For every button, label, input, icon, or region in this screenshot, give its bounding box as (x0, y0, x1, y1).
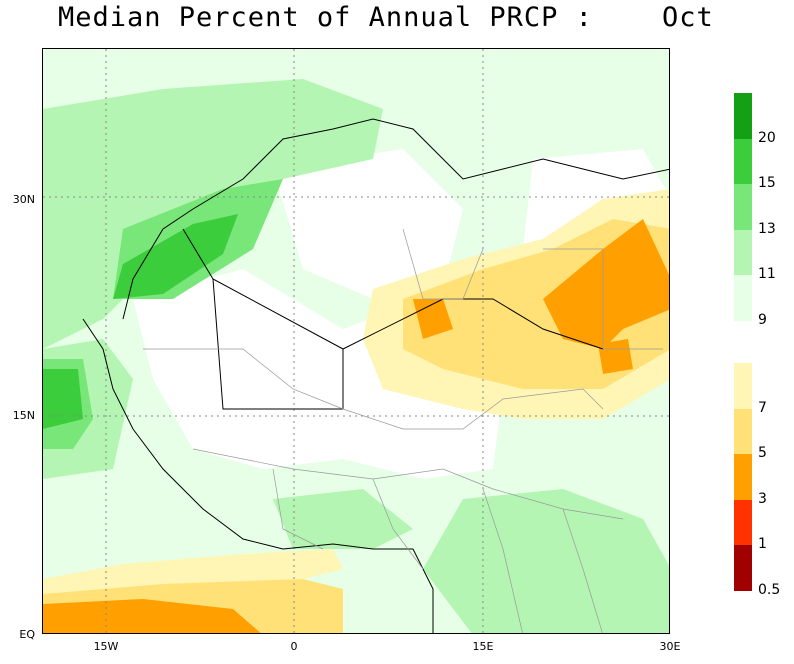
legend-label: 9 (758, 311, 767, 328)
legend-swatch (734, 184, 752, 230)
lon-tick-label: 0 (290, 640, 298, 653)
green-band-south-east (423, 489, 669, 633)
legend-label: 13 (758, 220, 776, 237)
legend-swatch (734, 138, 752, 184)
lat-tick-label: 30N (12, 193, 35, 206)
orange-3-region (543, 219, 669, 349)
lon-tick-label: 15E (472, 640, 494, 653)
precipitation-map (42, 48, 670, 634)
green-15-atlas (113, 214, 238, 299)
lat-tick-label: EQ (19, 628, 35, 641)
legend-swatch (734, 229, 752, 275)
lat-tick-label: 15N (12, 409, 35, 422)
legend-swatch (734, 275, 752, 321)
legend-label: 0.5 (758, 581, 781, 598)
ocean-7-band (43, 549, 343, 599)
legend-swatch (734, 545, 752, 591)
ocean-3-band (43, 599, 261, 633)
legend-label: 3 (758, 490, 767, 507)
country-borders (143, 228, 663, 633)
green-15-coast (43, 369, 83, 429)
legend-label: 1 (758, 536, 767, 552)
green-band-central (273, 489, 413, 549)
legend-label: 15 (758, 175, 776, 191)
legend-swatch (734, 408, 752, 454)
orange-3-spot-2 (598, 339, 633, 374)
gridlines (43, 49, 669, 633)
legend-swatch (734, 454, 752, 500)
legend-swatch (734, 93, 752, 139)
lon-tick-label: 30E (659, 640, 681, 653)
legend-label: 20 (758, 129, 776, 146)
map-title: Median Percent of Annual PRCP : Oct (58, 2, 714, 33)
legend-swatch (734, 363, 752, 409)
dry-region-north (273, 149, 463, 299)
legend-label: 5 (758, 445, 767, 461)
legend-label: 7 (758, 399, 767, 416)
map-canvas (43, 49, 669, 633)
lon-tick-label: 15W (93, 640, 119, 653)
legend-swatch (734, 499, 752, 545)
legend-label: 11 (758, 266, 776, 282)
